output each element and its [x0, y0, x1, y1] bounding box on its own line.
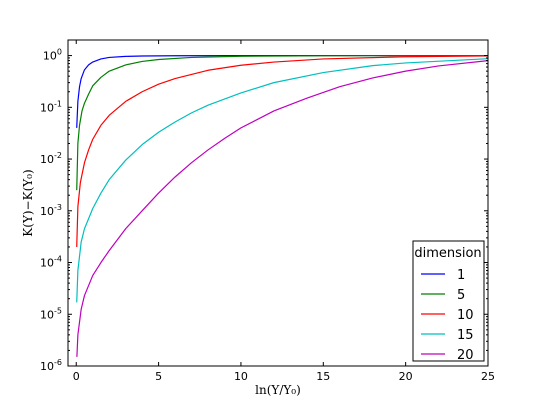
y-tick-label: 10-4	[40, 255, 62, 270]
x-tick-label: 20	[399, 370, 413, 383]
y-tick-label: 10-3	[40, 203, 62, 218]
legend-title: dimension	[414, 246, 481, 261]
x-tick-label: 5	[155, 370, 162, 383]
legend-label: 15	[457, 328, 474, 343]
x-tick-label: 10	[234, 370, 248, 383]
x-tick-label: 25	[481, 370, 495, 383]
series-line-5	[76, 54, 488, 191]
y-tick-label: 100	[43, 48, 62, 63]
y-tick-label: 10-1	[40, 99, 62, 114]
series-line-20	[76, 59, 488, 357]
series-line-15	[76, 58, 488, 303]
legend-label: 1	[457, 268, 465, 283]
x-tick-label: 0	[73, 370, 80, 383]
legend-box	[412, 240, 485, 362]
y-tick-label: 10-6	[40, 358, 62, 373]
plot-frame	[67, 39, 489, 367]
x-axis: 0 5 10 15 20 25	[73, 40, 495, 383]
series-line-1	[76, 54, 488, 128]
series-line-10	[76, 55, 488, 247]
legend-label: 5	[457, 288, 465, 303]
legend-label: 10	[457, 308, 474, 323]
y-tick-label: 10-2	[40, 151, 62, 166]
legend-label: 20	[457, 348, 474, 363]
series-layer	[76, 54, 488, 357]
y-tick-label: 10-5	[40, 306, 62, 321]
x-tick-label: 15	[316, 370, 330, 383]
y-axis-label: K(Y)−K(Y₀)	[21, 169, 35, 236]
y-axis: 10-6 10-5 10-4 10-3 10-2 10-1 100	[40, 39, 488, 373]
x-axis-label: ln(Y/Y₀)	[255, 383, 301, 397]
